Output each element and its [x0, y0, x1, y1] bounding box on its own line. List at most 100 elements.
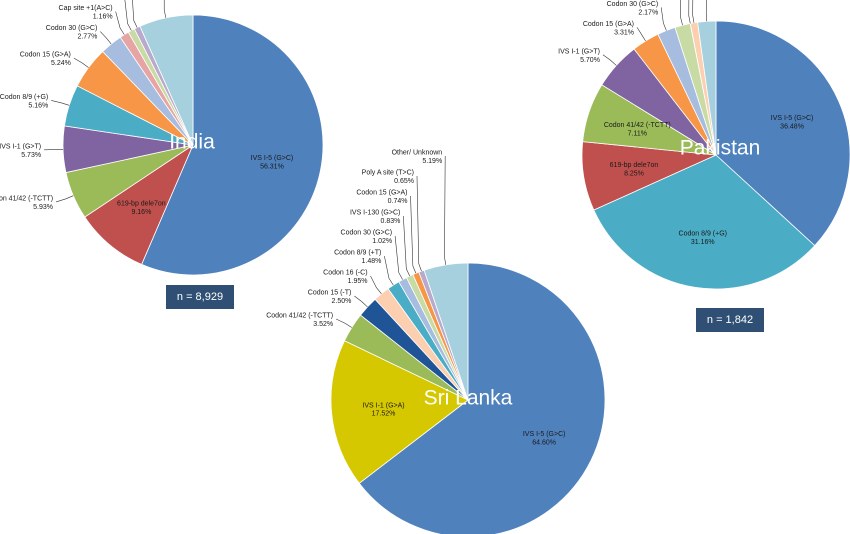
slice-name: Codon 41/42 (-TCTT) — [0, 196, 53, 203]
pie-slice — [715, 20, 850, 247]
slice-label: Other/ Unknown 5.19% — [392, 150, 443, 165]
slice-value: 3.52% — [313, 321, 333, 328]
slice-name: Poly A site (T>C) — [362, 170, 414, 177]
slice-value: 56.31% — [260, 163, 284, 170]
slice-name: IVS I-5 (G>C) — [251, 155, 294, 162]
slice-name: Codon 15 (G>A) — [356, 190, 407, 197]
pie-title: Pakistan — [680, 137, 761, 160]
slice-value: 31.16% — [691, 239, 715, 246]
slice-label: Codon 8/9 (+G) 5.16% — [0, 94, 48, 109]
pie-slice — [593, 154, 816, 290]
slice-label: Codon 30 (G>C) 1.02% — [341, 230, 393, 245]
pie-slice — [330, 340, 469, 484]
leader-line — [55, 195, 74, 203]
leader-line — [384, 255, 394, 286]
pie-title: India — [169, 131, 215, 154]
pie — [44, 0, 324, 276]
leader-line — [410, 196, 417, 274]
slice-label: Codon 5 (-CT)0.84% — [76, 0, 121, 1]
slice-name: 619-bp dele7on — [610, 162, 659, 169]
leader-line — [100, 31, 112, 45]
slice-label: IVS I-1 (G>T) 5.73% — [0, 143, 41, 158]
pie-slice — [139, 14, 194, 146]
slice-name: Codon 15 (G>A) — [20, 52, 71, 59]
leader-line — [403, 216, 410, 277]
slice-name: IVS I-1 (G>T) — [558, 48, 600, 55]
leader-line — [692, 0, 695, 23]
slice-label: IVS I-5 (G>C) 64.60% — [523, 431, 566, 446]
slice-value: 36.48% — [780, 124, 804, 131]
slice-name: Codon 30 (G>C) — [607, 1, 659, 8]
pie-slice — [358, 262, 606, 534]
leader-line — [335, 318, 352, 328]
sample-size-box — [696, 308, 764, 332]
slice-label: Codon 30 (G>C) 2.17% — [607, 1, 659, 16]
leader-line — [370, 275, 382, 295]
slice-value: 7.11% — [628, 130, 647, 137]
leader-line — [636, 27, 646, 42]
leader-line — [679, 0, 683, 26]
leader-line — [73, 57, 89, 68]
slice-value: 1.16% — [93, 14, 113, 21]
slice-label: Codon 8/9 (+G) 31.16% — [679, 231, 727, 246]
slice-label: IVS I-5 (G>C) 36.48% — [771, 115, 814, 130]
slice-value: 0.74% — [388, 198, 408, 205]
slice-name: Codon 16 (-C) — [323, 270, 367, 277]
leader-line — [416, 176, 422, 272]
leader-line — [115, 11, 125, 35]
slice-name: Other/ Unknown — [392, 150, 443, 157]
leader-line — [660, 7, 667, 31]
slice-label: IVS I-5 (G>C) 56.31% — [251, 155, 294, 170]
slice-value: 0.65% — [394, 178, 414, 185]
slice-name: Cap site +1(A>C) — [59, 5, 113, 12]
pie-slice — [423, 262, 469, 401]
pie-slice — [141, 14, 324, 276]
slice-label: IVS I-130 (G>C) 0.83% — [350, 210, 400, 225]
slice-label: Codon 15 (G>A) 5.24% — [20, 52, 71, 67]
slice-value: 2.77% — [77, 34, 97, 41]
slice-value: 5.93% — [33, 204, 53, 211]
slice-value: 64.60% — [532, 440, 556, 447]
slice-value: 5.24% — [51, 60, 71, 67]
slice-label: Codon 16 (-C) 1.95% — [323, 270, 367, 285]
pie — [581, 0, 850, 290]
slice-name: Codon 30 (G>C) — [46, 25, 98, 32]
slice-label: Codon 41/42 (-TCTT) 7.11% — [604, 122, 671, 137]
slice-value: 9.16% — [131, 209, 151, 216]
leader-line — [51, 100, 70, 106]
slice-label: Codon 15 (G>A) 3.31% — [583, 21, 634, 36]
leader-line — [394, 236, 403, 280]
slice-label: Cap site +1(A>C) 1.16% — [59, 5, 113, 20]
leader-line — [124, 0, 132, 31]
slice-name: Codon 41/42 (-TCTT) — [266, 313, 333, 320]
slice-name: Codon 8/9 (+G) — [0, 94, 48, 101]
slice-name: Codon 8/9 (+T) — [334, 250, 381, 257]
slice-name: Codon 8/9 (+G) — [679, 231, 727, 238]
slice-value: 2.50% — [331, 298, 351, 305]
leader-line — [163, 0, 167, 18]
slice-name: IVS I-5 (G>C) — [523, 431, 566, 438]
slice-value: 8.25% — [624, 170, 644, 177]
slice-name: Codon 15 (-T) — [308, 290, 352, 297]
leader-line — [354, 295, 368, 308]
pie — [330, 156, 606, 534]
slice-value: 1.02% — [372, 238, 392, 245]
slice-name: Codon 15 (G>A) — [583, 21, 634, 28]
leader-line — [705, 0, 708, 22]
slice-label: Codon 15 (-T) 2.50% — [308, 290, 352, 305]
slice-value: 0.84% — [101, 0, 121, 1]
slice-label: Codon 41/42 (-TCTT)5.93% — [0, 196, 53, 211]
slice-label: Codon 8/9 (+T) 1.48% — [334, 250, 381, 265]
slice-label: Codon 15 (G>A) 0.74% — [356, 190, 407, 205]
slice-label: Poly A site (T>C) 0.65% — [362, 170, 414, 185]
leader-line — [44, 148, 64, 151]
slice-label: 619-bp dele7on 9.16% — [117, 201, 166, 216]
slice-name: 619-bp dele7on — [117, 201, 166, 208]
slice-value: 5.19% — [422, 158, 442, 165]
slice-value: 1.48% — [362, 258, 382, 265]
slice-name: IVS I-1 (G>T) — [0, 143, 41, 150]
slice-label: Codon 41/42 (-TCTT) 3.52% — [266, 313, 333, 328]
sample-size: n = 1,842 — [707, 314, 753, 326]
